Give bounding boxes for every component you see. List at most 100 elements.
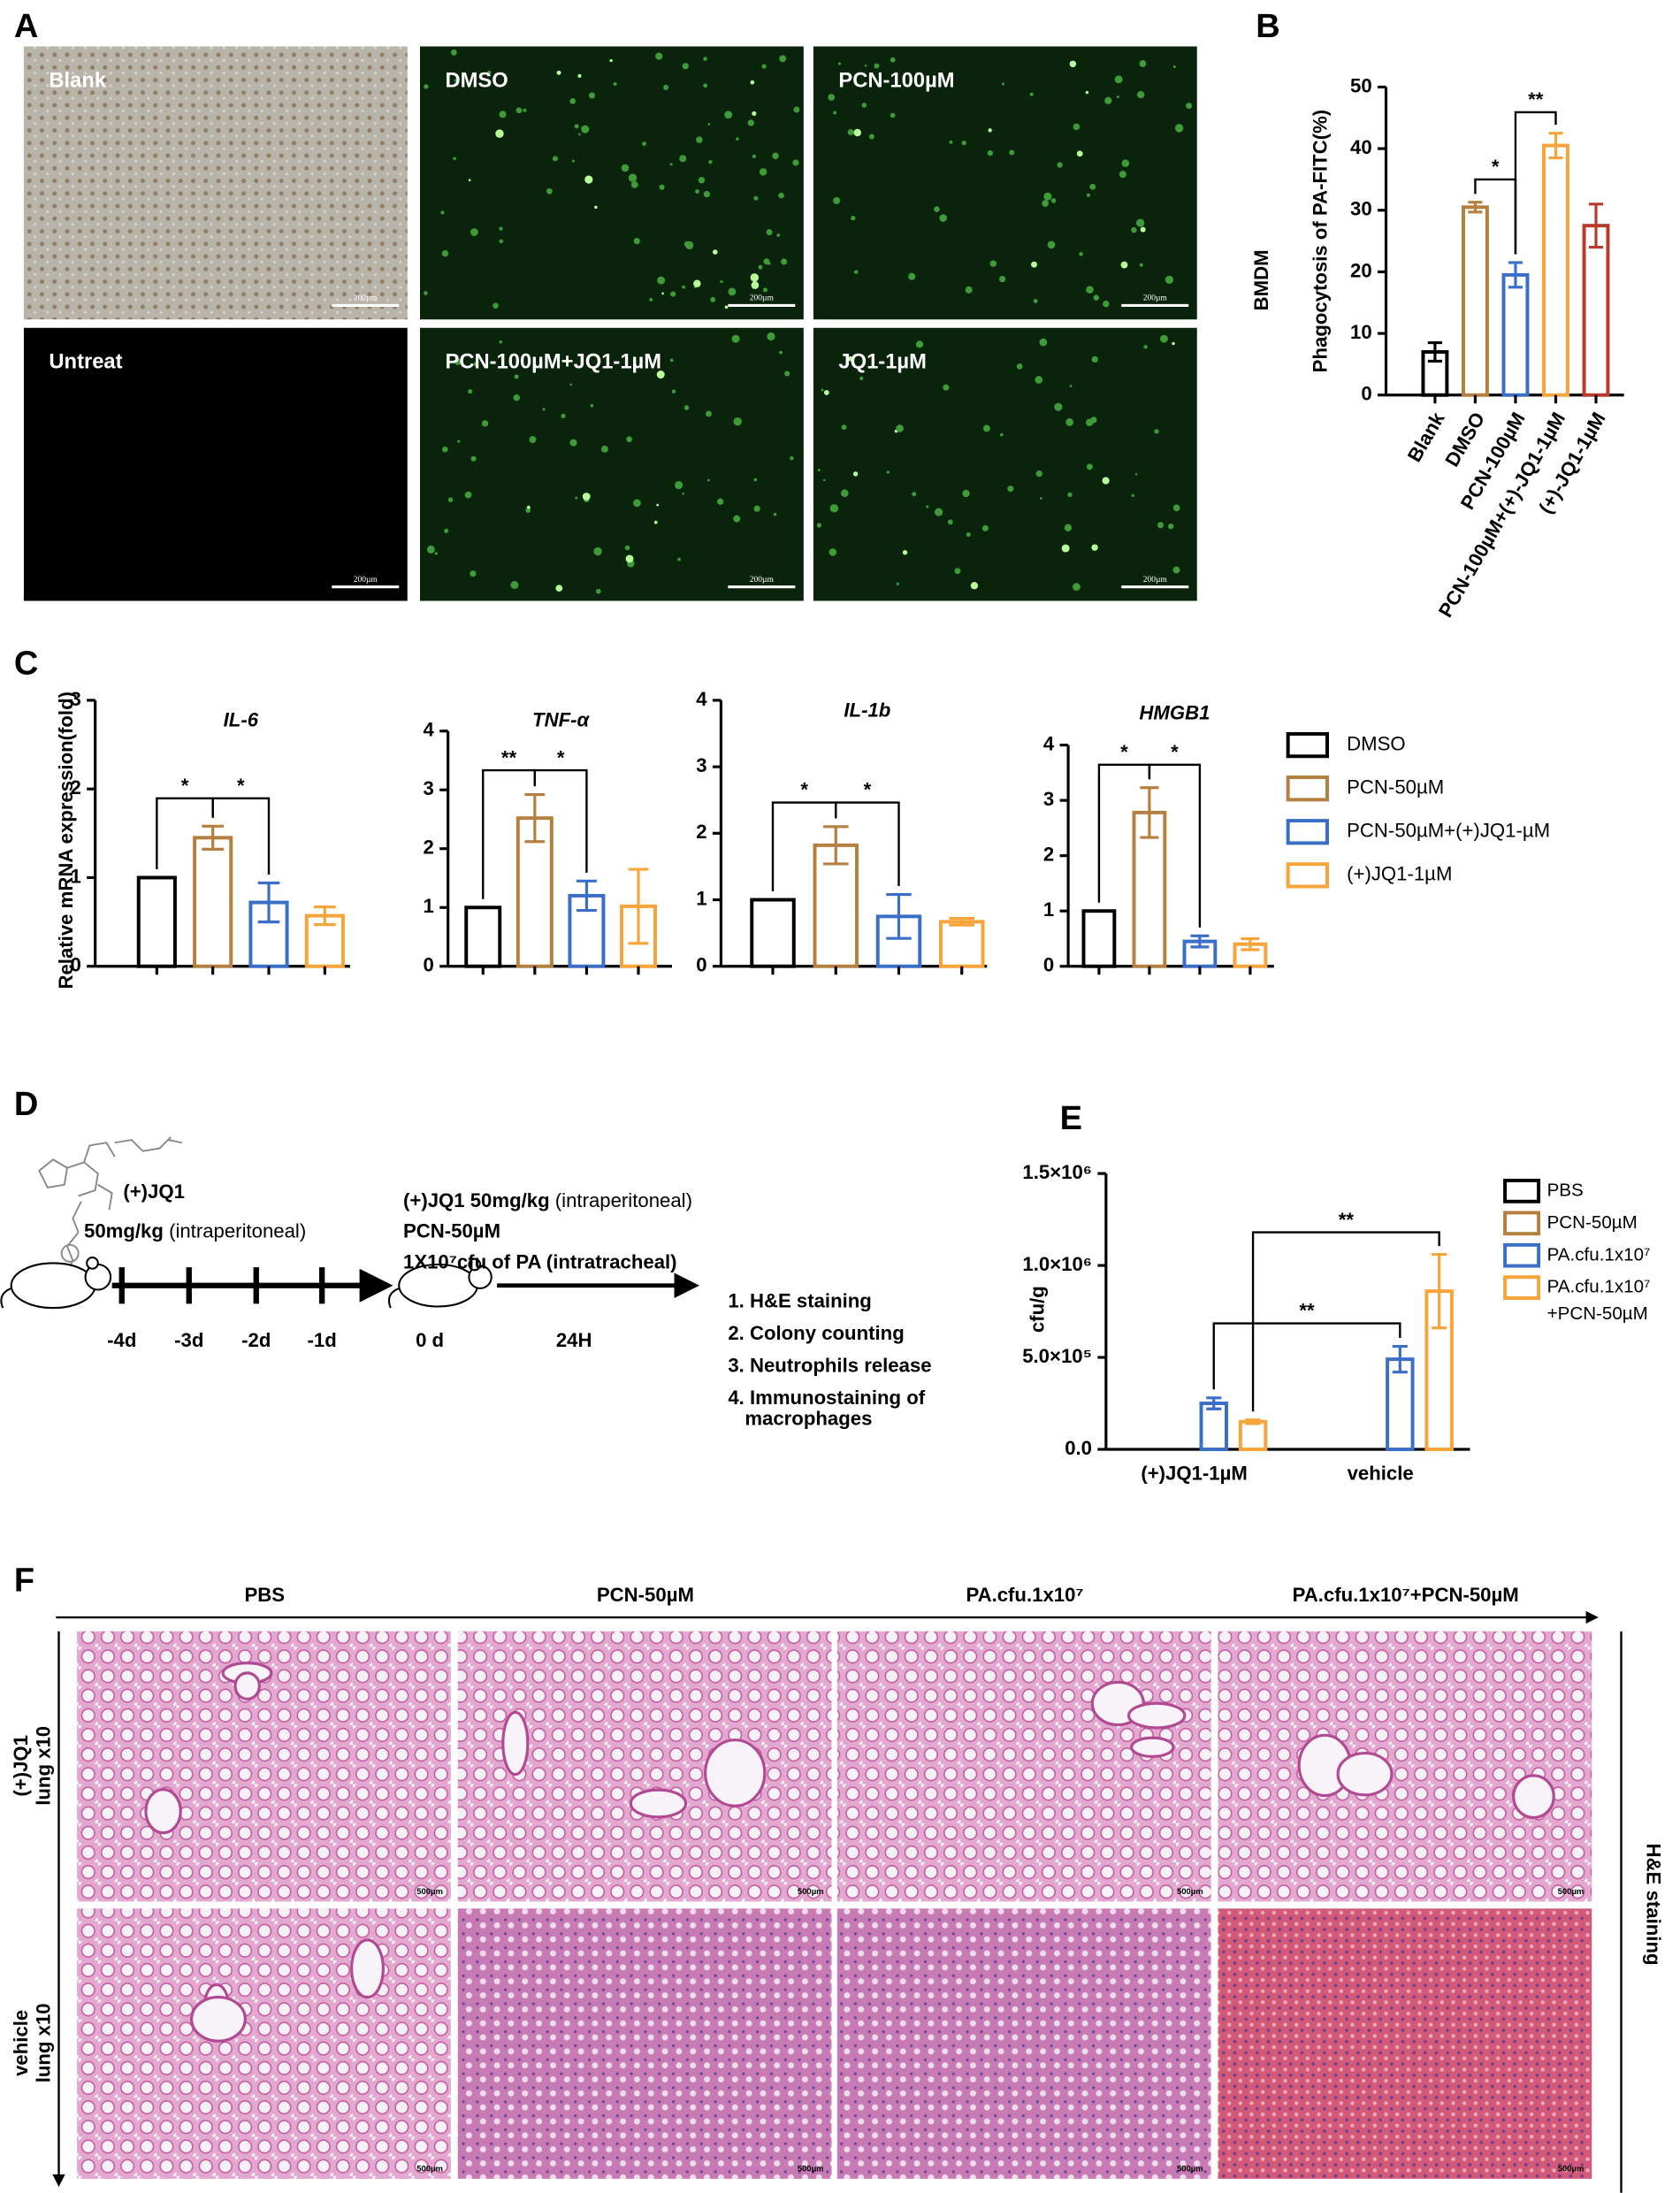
cell: [1172, 504, 1180, 512]
cell: [1043, 192, 1052, 201]
cell: [759, 168, 767, 176]
cell: [470, 455, 477, 462]
legend-label: PCN-50µM: [1546, 1211, 1638, 1233]
scale-bar-label: 500µm: [798, 2164, 824, 2174]
cell: [481, 420, 489, 427]
cell: [989, 260, 997, 267]
significance-label: *: [1171, 741, 1179, 763]
drug: (+)JQ1: [123, 1181, 185, 1203]
cell: [981, 524, 989, 531]
legend-label: PA.cfu.1x10⁷: [1546, 1243, 1651, 1265]
cell: [628, 173, 638, 182]
airway: [501, 1710, 530, 1777]
cell: [776, 233, 781, 237]
significance-bracket: [835, 801, 900, 887]
scale-bar-label: 500µm: [416, 1887, 443, 1897]
cell: [450, 49, 457, 56]
cell: [584, 175, 593, 184]
route: (intraperitoneal): [169, 1219, 306, 1242]
cell: [707, 123, 711, 126]
bar: [136, 875, 177, 968]
y-tick-label: 1.5×10⁶: [1022, 1161, 1092, 1183]
significance-label: *: [237, 775, 245, 797]
cell: [675, 481, 683, 490]
cell: [1093, 294, 1099, 301]
legend-item: PCN-50µM: [1546, 1211, 1638, 1233]
cell: [750, 273, 760, 282]
cell: [470, 355, 473, 358]
mouse-icon: [0, 1257, 112, 1310]
cell: [542, 408, 546, 411]
chemical-structure: [38, 1136, 183, 1276]
scale-bar-label: 200µm: [354, 294, 378, 303]
cell: [569, 383, 573, 386]
cell: [683, 241, 691, 248]
cell: [763, 258, 770, 265]
y-tick-label: 1: [424, 895, 434, 917]
significance-label: *: [1120, 741, 1128, 763]
error-bar: [1245, 1418, 1261, 1425]
micrograph: [420, 327, 804, 601]
cell: [1039, 497, 1042, 500]
cell: [546, 187, 553, 195]
cell: [523, 108, 527, 112]
error-bar: [1140, 786, 1159, 839]
bar: [1462, 205, 1489, 397]
cell: [966, 532, 971, 538]
cell: [712, 249, 718, 255]
cell: [454, 79, 457, 82]
cell: [1120, 261, 1128, 269]
y-tick-label: 40: [1350, 136, 1372, 158]
column-label: PA.cfu.1x10⁷+PCN-50µM: [1293, 1584, 1519, 1606]
y-tick-label: 0: [1043, 954, 1054, 976]
airway: [233, 1671, 261, 1700]
error-bar: [1508, 261, 1523, 289]
cell: [1029, 92, 1034, 96]
column-label: PA.cfu.1x10⁷: [966, 1584, 1083, 1606]
cell: [656, 371, 665, 379]
legend-label: DMSO: [1347, 732, 1405, 754]
cell: [1091, 544, 1098, 551]
cell: [1061, 544, 1070, 553]
cell: [1089, 183, 1096, 190]
y-tick-label: 0: [696, 954, 706, 976]
cell: [569, 98, 577, 104]
cell: [853, 270, 859, 274]
cell: [572, 159, 575, 163]
cell: [752, 154, 756, 158]
error-bar: [949, 917, 974, 927]
cell: [1131, 493, 1134, 498]
cell: [1157, 522, 1165, 529]
cell: [1016, 363, 1023, 370]
cell: [657, 276, 666, 285]
y-axis-title: cfu/g: [1027, 1286, 1049, 1333]
cell: [890, 112, 896, 118]
cell: [999, 432, 1004, 437]
cell: [859, 376, 864, 380]
cell: [708, 159, 713, 164]
cell: [829, 548, 837, 556]
bar: [193, 836, 233, 968]
timeline-ticks: [118, 1267, 325, 1304]
column-label: PBS: [244, 1584, 285, 1606]
cell: [470, 228, 478, 236]
image-label: Untreat: [49, 350, 122, 374]
cell: [609, 58, 613, 63]
scale-bar-label: 500µm: [798, 1887, 824, 1897]
error-bar: [1206, 1396, 1222, 1410]
day-label: -3d: [174, 1329, 203, 1351]
cell: [817, 469, 821, 472]
airway: [190, 1995, 247, 2043]
duration: 24H: [556, 1329, 592, 1351]
cell: [1047, 241, 1056, 249]
airway: [1130, 1736, 1175, 1758]
legend-swatch: [1503, 1211, 1541, 1236]
cell: [792, 159, 799, 166]
side-label: H&E staining: [1642, 1844, 1664, 1966]
cell: [864, 65, 867, 67]
cell: [890, 57, 896, 63]
cell: [444, 528, 449, 533]
cell: [499, 111, 507, 118]
bar: [939, 920, 985, 968]
drug: (+)JQ1: [403, 1189, 465, 1211]
